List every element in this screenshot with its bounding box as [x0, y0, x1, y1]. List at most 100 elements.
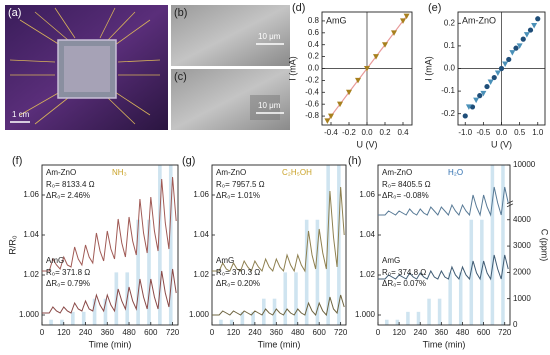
x-tick-label: -0.5 — [476, 128, 490, 137]
concentration-bar — [304, 219, 309, 325]
point — [516, 43, 523, 49]
point — [324, 118, 331, 124]
panel-label: (d) — [292, 2, 305, 14]
x-tick-label: 0.4 — [397, 128, 409, 137]
y-tick-label: 0.4 — [308, 40, 320, 49]
y2-axis-label: C (ppm) — [540, 229, 550, 262]
x-tick-label: 0 — [40, 328, 45, 337]
point — [494, 70, 501, 77]
x-tick-label: -0.2 — [342, 128, 356, 137]
concentration-bar — [448, 272, 452, 325]
concentration-bar — [385, 319, 389, 325]
x-axis-label: Time (min) — [258, 339, 301, 349]
annotation: ΔR₀= 1.01% — [216, 191, 260, 200]
x-tick-label: -1.0 — [458, 128, 472, 137]
point — [523, 32, 530, 38]
x-tick-label: 720 — [498, 328, 512, 337]
panel-label: (f) — [12, 155, 22, 167]
annotation: ΔR₀= 2.46% — [46, 191, 90, 200]
panel-label: (h) — [348, 155, 361, 167]
chart-title: Am-ZnO — [462, 15, 496, 25]
photo-a — [5, 5, 168, 130]
concentration-bar — [251, 311, 255, 325]
x-tick-label: 120 — [227, 328, 241, 337]
panel-label: (g) — [182, 155, 195, 167]
concentration-bar — [240, 311, 245, 325]
x-tick-label: 0.5 — [514, 128, 526, 137]
panel-label: (a) — [8, 7, 21, 19]
concentration-bar — [437, 298, 442, 325]
annotation: R₀= 8133.4 Ω — [46, 180, 95, 189]
y-tick-label: 1.000 — [19, 310, 40, 319]
y-tick-label: 0.0 — [444, 64, 456, 73]
concentration-bar — [283, 272, 288, 325]
response-line — [212, 294, 345, 317]
panel-label: (e) — [428, 2, 441, 14]
x-tick-label: -0.4 — [324, 128, 338, 137]
x-tick-label: 0.0 — [361, 128, 373, 137]
concentration-bar — [315, 219, 320, 325]
point — [473, 97, 480, 104]
plot-frame — [41, 164, 179, 326]
concentration-bar — [49, 319, 53, 325]
point — [382, 42, 388, 48]
x-tick-label: 0.2 — [379, 128, 391, 137]
gas-label: H₂O — [448, 168, 463, 177]
y-tick-label: 1.04 — [193, 230, 209, 239]
concentration-bar — [147, 219, 151, 325]
response-line — [212, 186, 345, 273]
y-tick-label: -0.6 — [305, 99, 319, 108]
panel-label: (c) — [174, 71, 187, 83]
scale-label: 1 cm — [12, 110, 30, 119]
y-tick-label: 1.06 — [193, 190, 209, 199]
x-tick-label: 240 — [79, 328, 93, 337]
y2-tick-label: 4000 — [513, 215, 531, 224]
point — [355, 77, 361, 84]
point — [502, 61, 509, 67]
concentration-bar — [219, 319, 223, 325]
x-tick-label: 600 — [477, 328, 491, 337]
point — [535, 16, 541, 22]
concentration-bar — [337, 165, 341, 325]
concentration-bar — [501, 165, 505, 325]
axis-break — [506, 200, 514, 208]
concentration-bar — [92, 298, 97, 325]
x-tick-label: 0.0 — [496, 128, 508, 137]
y-tick-label: -0.2 — [441, 109, 455, 118]
point — [498, 65, 505, 72]
point — [403, 13, 410, 20]
point — [364, 66, 370, 72]
point — [484, 83, 490, 90]
concentration-bar — [229, 319, 234, 325]
y2-tick-label: 0 — [513, 320, 518, 329]
gas-label: C₂H₅OH — [282, 168, 312, 177]
photo-c — [171, 69, 290, 130]
y-tick-label: 1.000 — [355, 310, 376, 319]
annotation: R₀= 371.8 Ω — [46, 268, 90, 277]
y2-tick-label: 1000 — [513, 294, 531, 303]
concentration-bar — [294, 272, 298, 325]
point — [391, 30, 397, 36]
x-tick-label: 720 — [334, 328, 348, 337]
y-tick-label: 1.000 — [189, 310, 210, 319]
y-tick-label: 1.02 — [359, 270, 375, 279]
y2-tick-label: 3000 — [513, 241, 531, 250]
gas-label: NH₃ — [112, 168, 127, 177]
concentration-bar — [71, 311, 75, 325]
y-tick-label: 1.06 — [359, 190, 375, 199]
concentration-bar — [168, 165, 173, 325]
y-tick-label: 1.02 — [193, 270, 209, 279]
point — [477, 93, 483, 99]
y-tick-label: 0.1 — [444, 41, 456, 50]
x-tick-label: 360 — [101, 328, 115, 337]
series-label: Am-ZnO — [216, 168, 246, 177]
point — [480, 90, 487, 97]
annotation: ΔR₀= 0.07% — [382, 279, 426, 288]
x-tick-label: 360 — [270, 328, 284, 337]
x-axis-label: Time (min) — [89, 339, 132, 349]
concentration-bar — [458, 272, 463, 325]
y-tick-label: -0.8 — [305, 111, 319, 120]
y-axis-label: I (mA) — [423, 56, 433, 81]
y-axis-label: I (mA) — [287, 56, 297, 81]
